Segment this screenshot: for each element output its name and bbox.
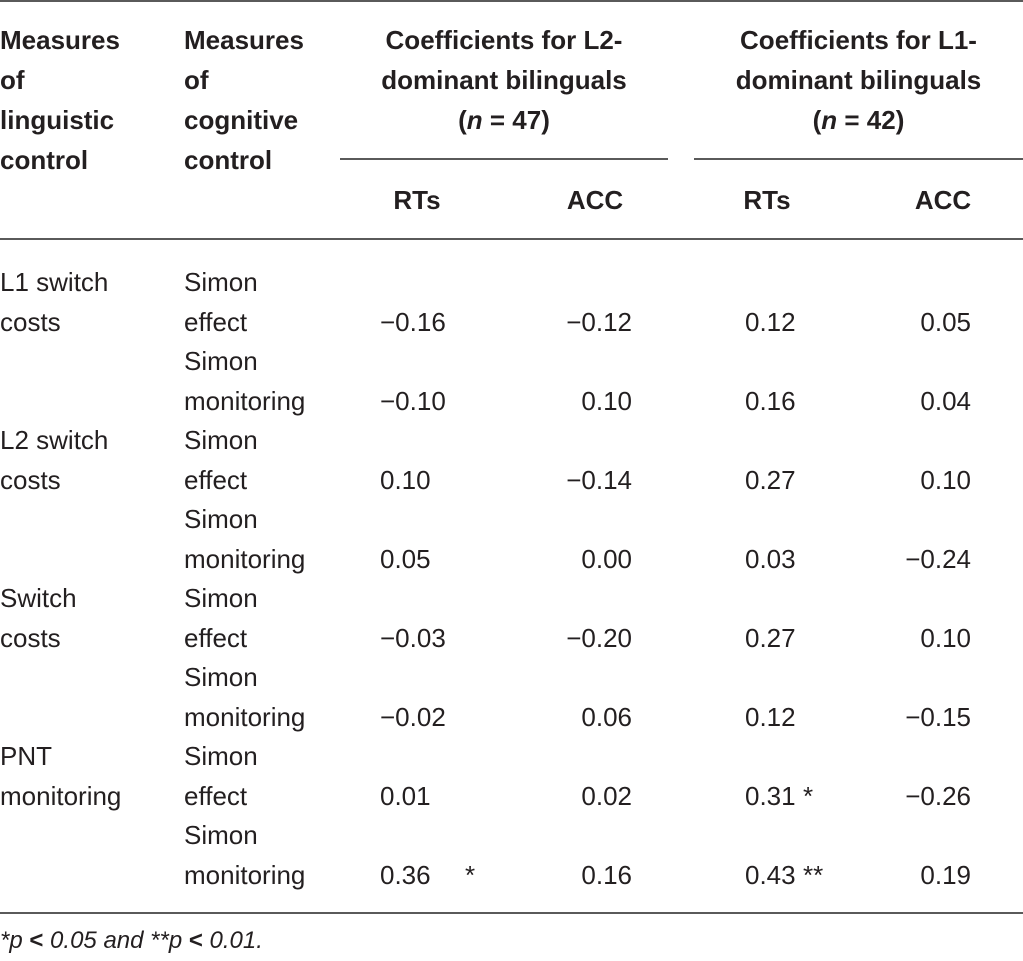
significance-star: * bbox=[465, 860, 476, 890]
cognitive-measure: Simon bbox=[184, 267, 258, 297]
group-rule-l1 bbox=[694, 158, 1023, 160]
cognitive-measure: Simon bbox=[184, 346, 258, 376]
cognitive-measure: effect bbox=[184, 465, 248, 495]
cognitive-measure: effect bbox=[184, 307, 248, 337]
cognitive-measure: Simon bbox=[184, 583, 258, 613]
header-text: Measures bbox=[184, 25, 304, 55]
footnote-lt: < bbox=[29, 927, 44, 954]
l2-rts-value: −0.03 bbox=[380, 623, 446, 653]
l1-acc-value: 0.10 bbox=[920, 623, 971, 653]
header-text: dominant bilinguals bbox=[381, 65, 627, 95]
footnote-text: 0.05 and ** bbox=[43, 927, 169, 954]
l2-acc-value: −0.12 bbox=[566, 307, 632, 337]
l2-rts-value: −0.10 bbox=[380, 386, 446, 416]
subheader-l2-rts: RTs bbox=[393, 185, 441, 215]
l2-rts-value: −0.16 bbox=[380, 307, 446, 337]
header-text: linguistic bbox=[0, 105, 115, 135]
cognitive-measure: Simon bbox=[184, 820, 258, 850]
cognitive-measure: effect bbox=[184, 623, 248, 653]
l1-acc-value: 0.10 bbox=[920, 465, 971, 495]
header-text: Measures bbox=[0, 25, 120, 55]
l2-acc-value: 0.16 bbox=[581, 860, 632, 890]
linguistic-measure: costs bbox=[0, 465, 61, 495]
header-text: Coefficients for L2- bbox=[385, 25, 623, 55]
group-rule-l2 bbox=[340, 158, 668, 160]
bottom-rule bbox=[0, 912, 1023, 914]
l1-rts-value: 0.16 bbox=[745, 386, 796, 416]
subheader-l2-acc: ACC bbox=[566, 185, 624, 215]
linguistic-measure: costs bbox=[0, 307, 61, 337]
cognitive-measure: monitoring bbox=[184, 386, 306, 416]
l2-rts-value: −0.02 bbox=[380, 702, 446, 732]
l2-acc-value: 0.06 bbox=[581, 702, 632, 732]
l1-rts-value: 0.12 bbox=[745, 307, 796, 337]
l1-rts-value: 0.43 bbox=[745, 860, 796, 890]
linguistic-measure: monitoring bbox=[0, 781, 122, 811]
cognitive-measure: Simon bbox=[184, 425, 258, 455]
cognitive-measure: Simon bbox=[184, 662, 258, 692]
header-text: of bbox=[0, 65, 25, 95]
linguistic-measure: costs bbox=[0, 623, 61, 653]
n-symbol: n bbox=[466, 105, 483, 135]
subheader-l1-acc: ACC bbox=[914, 185, 972, 215]
l2-acc-value: 0.02 bbox=[581, 781, 632, 811]
cognitive-measure: Simon bbox=[184, 504, 258, 534]
cognitive-measure: monitoring bbox=[184, 544, 306, 574]
l2-acc-value: −0.20 bbox=[566, 623, 632, 653]
cognitive-measure: effect bbox=[184, 781, 248, 811]
header-text: control bbox=[184, 145, 273, 175]
l1-rts-value: 0.27 bbox=[745, 465, 796, 495]
top-rule bbox=[0, 0, 1023, 2]
header-text: of bbox=[184, 65, 209, 95]
header-n-l2: (n = 47) bbox=[458, 105, 550, 135]
cognitive-measure: monitoring bbox=[184, 860, 306, 890]
linguistic-measure: L2 switch bbox=[0, 425, 109, 455]
l2-rts-value: 0.05 bbox=[380, 544, 431, 574]
l1-acc-value: −0.24 bbox=[905, 544, 971, 574]
footnote-p: p bbox=[168, 927, 183, 954]
l1-rts-value: 0.03 bbox=[745, 544, 796, 574]
footnote-text: 0.01. bbox=[202, 927, 263, 954]
footnote: *p < 0.05 and **p < 0.01. bbox=[0, 921, 263, 961]
linguistic-measure: PNT bbox=[0, 741, 52, 771]
linguistic-measure: L1 switch bbox=[0, 267, 109, 297]
header-text: dominant bilinguals bbox=[735, 65, 982, 95]
header-n-l1: (n = 42) bbox=[812, 105, 905, 135]
footnote-lt: < bbox=[188, 927, 203, 954]
l1-rts-value: 0.12 bbox=[745, 702, 796, 732]
l1-acc-value: −0.26 bbox=[905, 781, 971, 811]
significance-star: * bbox=[803, 781, 814, 811]
cognitive-measure: Simon bbox=[184, 741, 258, 771]
n-value: = 42) bbox=[837, 105, 905, 135]
l2-rts-value: 0.36 bbox=[380, 860, 431, 890]
l2-rts-value: 0.10 bbox=[380, 465, 431, 495]
header-text: Coefficients for L1- bbox=[740, 25, 977, 55]
footnote-p: p bbox=[9, 927, 23, 954]
n-value: = 47) bbox=[482, 105, 550, 135]
l1-acc-value: −0.15 bbox=[905, 702, 971, 732]
l1-rts-value: 0.31 bbox=[745, 781, 796, 811]
l1-acc-value: 0.19 bbox=[920, 860, 971, 890]
header-rule bbox=[0, 238, 1023, 240]
l2-rts-value: 0.01 bbox=[380, 781, 431, 811]
l2-acc-value: 0.00 bbox=[581, 544, 632, 574]
l2-acc-value: −0.14 bbox=[566, 465, 632, 495]
subheader-l1-rts: RTs bbox=[743, 185, 791, 215]
l2-acc-value: 0.10 bbox=[581, 386, 632, 416]
header-text: control bbox=[0, 145, 89, 175]
cognitive-measure: monitoring bbox=[184, 702, 306, 732]
header-text: cognitive bbox=[184, 105, 299, 135]
l1-acc-value: 0.04 bbox=[920, 386, 971, 416]
n-symbol: n bbox=[821, 105, 838, 135]
footnote-star: * bbox=[0, 927, 10, 954]
significance-star: ** bbox=[803, 860, 824, 890]
l1-acc-value: 0.05 bbox=[920, 307, 971, 337]
l1-rts-value: 0.27 bbox=[745, 623, 796, 653]
linguistic-measure: Switch bbox=[0, 583, 77, 613]
